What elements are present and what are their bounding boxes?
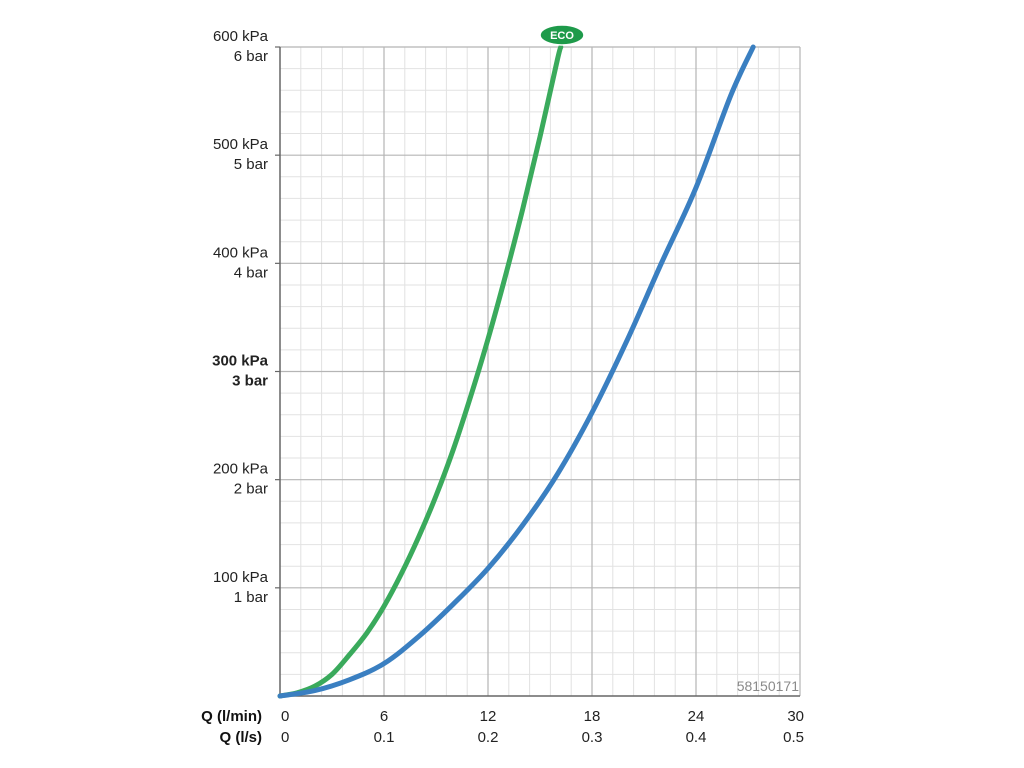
x-tick-label: 0.4: [686, 729, 707, 746]
series-line-standard: [277, 44, 756, 699]
x-axis-title-l-min: Q (l/min): [201, 708, 262, 725]
y-tick-label-bar: 1 bar: [234, 589, 268, 606]
x-tick-label: 30: [787, 708, 804, 725]
x-tick-label: 0: [281, 729, 289, 746]
x-tick-label: 12: [480, 708, 497, 725]
y-tick-label-bar: 5 bar: [234, 156, 268, 173]
x-tick-label: 0.3: [582, 729, 603, 746]
series-layer: [277, 44, 756, 699]
y-tick-label-kpa: 400 kPa: [213, 244, 269, 261]
y-tick-label-bar: 2 bar: [234, 481, 268, 498]
y-tick-label-kpa: 500 kPa: [213, 136, 269, 153]
x-tick-label: 0.5: [783, 729, 804, 746]
y-tick-label-bar: 4 bar: [234, 264, 268, 281]
x-tick-label: 0.2: [478, 729, 499, 746]
x-tick-label: 18: [584, 708, 601, 725]
eco-badge: ECO: [539, 24, 585, 46]
eco-badge-shape: [539, 24, 585, 46]
y-tick-label-bar: 6 bar: [234, 48, 268, 65]
model-code-label: 58150171: [737, 678, 800, 694]
series-line-eco: [277, 44, 564, 699]
y-tick-label-kpa: 300 kPa: [212, 353, 269, 370]
y-tick-label-kpa: 600 kPa: [213, 28, 269, 45]
x-tick-label: 6: [380, 708, 388, 725]
x-tick-label: 0: [281, 708, 289, 725]
y-tick-label-kpa: 200 kPa: [213, 461, 269, 478]
labels-layer: 100 kPa 1 bar 200 kPa 2 bar 300 kPa 3 bar 400 …: [201, 28, 804, 746]
x-tick-label: 24: [688, 708, 705, 725]
y-tick-label-bar: 3 bar: [232, 373, 268, 390]
y-tick-label-kpa: 100 kPa: [213, 569, 269, 586]
x-axis-title-l-s: Q (l/s): [219, 729, 262, 746]
eco-badge-label: ECO: [550, 30, 574, 42]
x-tick-label: 0.1: [374, 729, 395, 746]
